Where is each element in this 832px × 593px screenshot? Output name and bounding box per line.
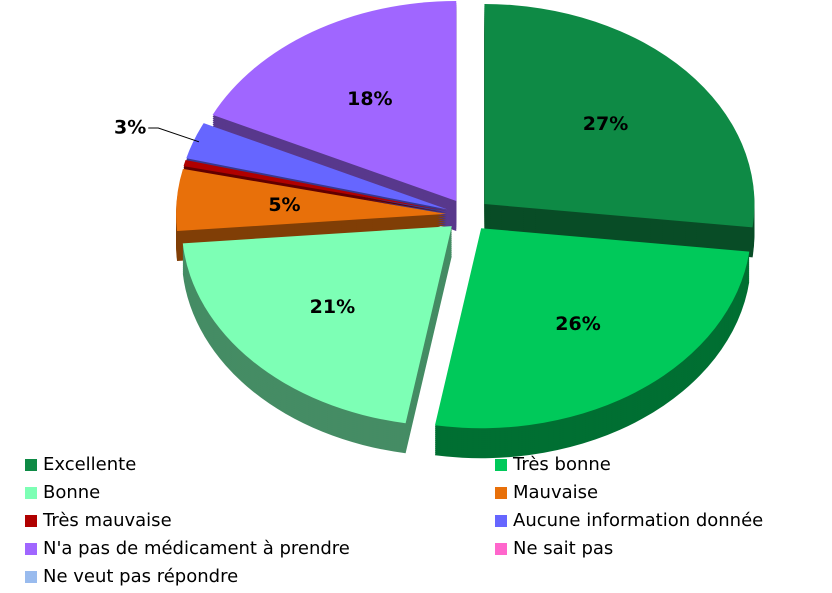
legend-swatch [495,515,507,527]
legend-label: N'a pas de médicament à prendre [43,538,350,559]
legend-swatch [25,487,37,499]
legend-label: Aucune information donnée [513,510,763,531]
slice [176,168,447,232]
slice [434,228,750,429]
slice [186,123,448,210]
data-label: 18% [347,88,392,110]
legend-label: Excellente [43,454,136,475]
legend-swatch [25,515,37,527]
slice [212,1,457,202]
legend-label: Bonne [43,482,100,503]
data-label: 5% [268,194,300,216]
legend-label: Mauvaise [513,482,598,503]
legend-label: Très mauvaise [42,510,172,531]
legend-swatch [495,487,507,499]
slice [182,226,452,424]
data-label: 3% [114,117,146,139]
slice [183,160,447,212]
legend-swatch [25,571,37,583]
data-label: 21% [310,296,355,318]
data-label: 27% [583,113,628,135]
legend-swatch [25,543,37,555]
legend-label: Ne sait pas [513,538,613,559]
legend-label: Ne veut pas répondre [43,566,238,587]
legend-label: Très bonne [512,454,611,475]
data-label: 26% [555,313,600,335]
legend-swatch [25,459,37,471]
legend-swatch [495,459,507,471]
legend-swatch [495,543,507,555]
leader-line [148,127,200,143]
slice [484,4,755,228]
